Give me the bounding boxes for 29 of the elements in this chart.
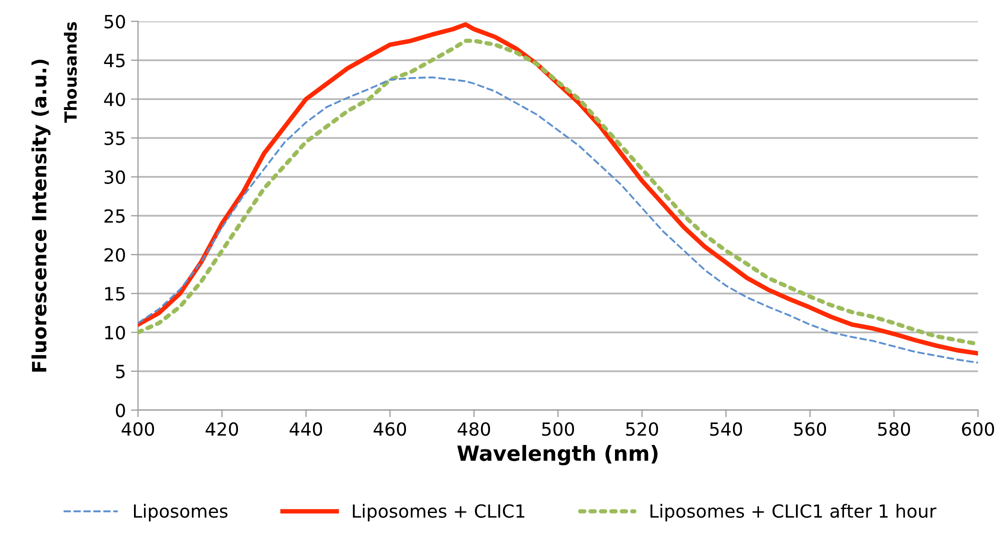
y-tick-label: 35	[104, 131, 125, 146]
y-tick-label: 0	[116, 404, 125, 418]
y-axis-title: Fluorescence Intensity (a.u.)	[31, 60, 50, 372]
y-tick-label: 45	[104, 54, 125, 68]
x-tick-label: 420	[206, 422, 238, 436]
y-tick-label: 30	[104, 170, 125, 184]
legend-label: Liposomes + CLIC1	[352, 504, 524, 522]
x-tick-label: 540	[710, 422, 742, 436]
y-tick-label: 25	[104, 209, 125, 223]
x-tick-label: 480	[458, 422, 490, 436]
y-tick-label: 20	[104, 248, 125, 262]
x-axis-title: Wavelength (nm)	[457, 444, 658, 466]
line-series	[138, 76, 978, 364]
x-tick-label: 440	[290, 422, 322, 436]
text: Thousands	[64, 22, 77, 123]
legend-label: Liposomes	[134, 504, 228, 522]
x-tick-label: 400	[122, 422, 154, 436]
x-tick-label: 460	[374, 422, 406, 436]
x-tick-label: 580	[878, 422, 910, 436]
x-tick-label: 600	[962, 422, 994, 436]
y-tick-label: 40	[104, 92, 125, 106]
x-tick-label: 520	[626, 422, 658, 436]
legend-label: Liposomes + CLIC1 after 1 hour	[650, 504, 936, 522]
x-tick-label: 500	[542, 422, 574, 436]
y-tick-label: 10	[105, 326, 125, 340]
y-tick-label: 15	[105, 287, 125, 301]
x-tick-label: 560	[794, 422, 826, 436]
y-tick-label: 5	[116, 364, 125, 378]
y-tick-label: 50	[104, 14, 125, 28]
